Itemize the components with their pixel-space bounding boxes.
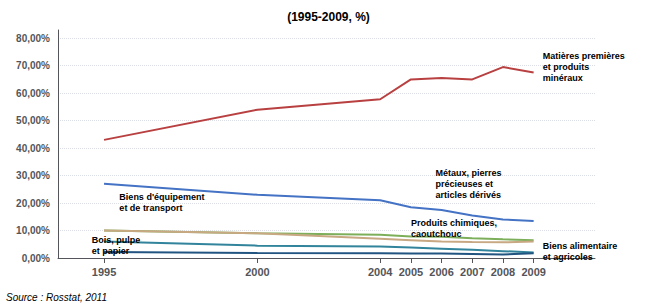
svg-text:2007: 2007 <box>460 266 484 278</box>
svg-text:et de transport: et de transport <box>119 203 182 213</box>
svg-text:Biens d'équipement: Biens d'équipement <box>119 192 204 202</box>
svg-text:Bois, pulpe: Bois, pulpe <box>92 235 141 245</box>
svg-text:20,00%: 20,00% <box>16 198 50 209</box>
svg-text:80,00%: 80,00% <box>16 33 50 44</box>
svg-text:précieuses et: précieuses et <box>435 179 493 189</box>
svg-text:minéraux: minéraux <box>543 73 583 83</box>
svg-text:caoutchouc: caoutchouc <box>411 229 462 239</box>
svg-text:articles dérivés: articles dérivés <box>435 190 501 200</box>
svg-text:0,00%: 0,00% <box>22 253 50 264</box>
svg-text:2006: 2006 <box>429 266 453 278</box>
svg-text:(1995-2009, %): (1995-2009, %) <box>287 10 370 24</box>
svg-text:et papier: et papier <box>92 246 130 256</box>
svg-text:60,00%: 60,00% <box>16 88 50 99</box>
svg-text:40,00%: 40,00% <box>16 143 50 154</box>
svg-text:2004: 2004 <box>368 266 393 278</box>
svg-text:Métaux, pierres: Métaux, pierres <box>435 168 501 178</box>
svg-text:Produits chimiques,: Produits chimiques, <box>411 218 497 228</box>
svg-text:Source : Rosstat, 2011: Source : Rosstat, 2011 <box>6 292 107 303</box>
svg-text:10,00%: 10,00% <box>16 225 50 236</box>
svg-text:2008: 2008 <box>491 266 515 278</box>
svg-text:et agricoles: et agricoles <box>543 252 593 262</box>
svg-text:2005: 2005 <box>399 266 423 278</box>
svg-text:50,00%: 50,00% <box>16 115 50 126</box>
svg-text:2000: 2000 <box>245 266 269 278</box>
svg-text:Matières premières: Matières premières <box>543 51 625 61</box>
svg-text:2009: 2009 <box>521 266 545 278</box>
svg-text:Biens alimentaire: Biens alimentaire <box>543 241 618 251</box>
svg-text:70,00%: 70,00% <box>16 60 50 71</box>
svg-text:1995: 1995 <box>92 266 116 278</box>
svg-text:et produits: et produits <box>543 62 590 72</box>
svg-text:30,00%: 30,00% <box>16 170 50 181</box>
